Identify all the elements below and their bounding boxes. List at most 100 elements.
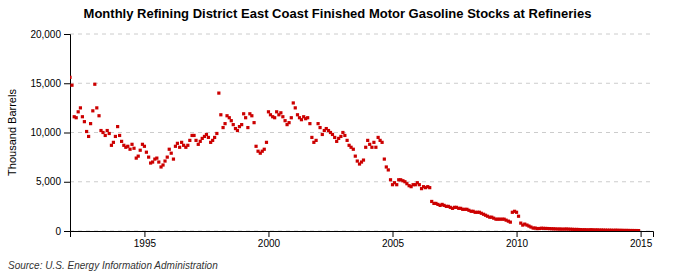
x-tick: 1995: [134, 231, 157, 249]
point: [79, 106, 82, 109]
point: [120, 140, 123, 143]
point: [104, 134, 107, 137]
point: [161, 163, 164, 166]
y-tick: 5,000: [36, 176, 70, 187]
point: [333, 136, 336, 139]
point: [194, 139, 197, 142]
point: [116, 125, 119, 128]
y-axis-line: [64, 35, 71, 232]
point: [281, 115, 284, 118]
grid-line: [70, 181, 653, 182]
point: [172, 157, 175, 160]
point: [352, 148, 355, 151]
y-tick-label: 0: [55, 226, 61, 237]
x-tick-mark: [517, 231, 518, 237]
point: [244, 116, 247, 119]
point: [240, 123, 243, 126]
annotation: Source: U.S. Energy Information Administ…: [8, 260, 218, 271]
point: [318, 126, 321, 129]
point: [143, 145, 146, 148]
y-tick: 0: [55, 226, 70, 237]
x-tick: 2005: [382, 231, 405, 249]
point: [83, 120, 86, 123]
point: [362, 158, 365, 161]
point: [509, 221, 512, 224]
point: [294, 106, 297, 109]
point: [170, 152, 173, 155]
point: [211, 139, 214, 142]
x-axis-line: [71, 232, 654, 238]
point: [85, 130, 88, 133]
grid: [70, 34, 653, 231]
point: [372, 141, 375, 144]
y-tick: 20,000: [30, 29, 70, 40]
point: [356, 159, 359, 162]
y-tick-label: 20,000: [30, 29, 61, 40]
point: [292, 101, 295, 104]
point: [341, 131, 344, 134]
x-tick: 2000: [258, 231, 281, 249]
point: [418, 183, 421, 186]
point: [197, 143, 200, 146]
point: [279, 111, 282, 114]
point: [374, 146, 377, 149]
point: [377, 136, 380, 139]
point: [70, 76, 72, 79]
point: [180, 141, 183, 144]
point: [343, 134, 346, 137]
y-tick-label: 15,000: [30, 78, 61, 89]
point: [87, 135, 90, 138]
point: [250, 114, 253, 117]
y-tick-mark: [64, 83, 70, 84]
y-tick-mark: [64, 182, 70, 183]
x-tick-mark: [144, 231, 145, 237]
point: [370, 146, 373, 149]
point: [118, 134, 121, 137]
point: [380, 141, 383, 144]
point: [155, 157, 158, 160]
point: [199, 140, 202, 143]
point: [354, 155, 357, 158]
point: [385, 165, 388, 168]
point: [75, 116, 78, 119]
point: [265, 141, 268, 144]
point: [383, 157, 386, 160]
point: [223, 122, 226, 125]
point: [81, 115, 84, 118]
y-axis-title: Thousand Barrels: [6, 89, 18, 176]
point: [106, 129, 109, 132]
point: [145, 151, 148, 154]
point: [275, 110, 278, 113]
point: [230, 119, 233, 122]
point: [219, 113, 222, 116]
x-tick-mark: [268, 231, 269, 237]
point: [364, 146, 367, 149]
points: [70, 76, 640, 231]
point: [178, 146, 181, 149]
point: [308, 122, 311, 125]
point: [114, 135, 117, 138]
point: [283, 119, 286, 122]
point: [228, 116, 231, 119]
point: [315, 139, 318, 142]
point: [205, 133, 208, 136]
x-tick: 2015: [630, 231, 653, 249]
x-tick-label: 1995: [134, 238, 157, 249]
y-tick-label: 10,000: [30, 127, 61, 138]
point: [346, 139, 349, 142]
x-tick-label: 2015: [630, 238, 653, 249]
x-tick-mark: [641, 231, 642, 237]
x-tick: 2010: [506, 231, 529, 249]
point: [246, 126, 249, 129]
point: [128, 148, 131, 151]
point: [163, 159, 166, 162]
point: [130, 143, 133, 146]
grid-line: [70, 83, 653, 84]
x-tick-label: 2005: [382, 238, 405, 249]
point: [77, 110, 80, 113]
point: [166, 156, 169, 159]
point: [70, 84, 73, 87]
x-axis: 1995 2000 2005 2010 2015: [71, 231, 654, 249]
point: [232, 123, 235, 126]
y-tick: 10,000: [30, 127, 70, 138]
